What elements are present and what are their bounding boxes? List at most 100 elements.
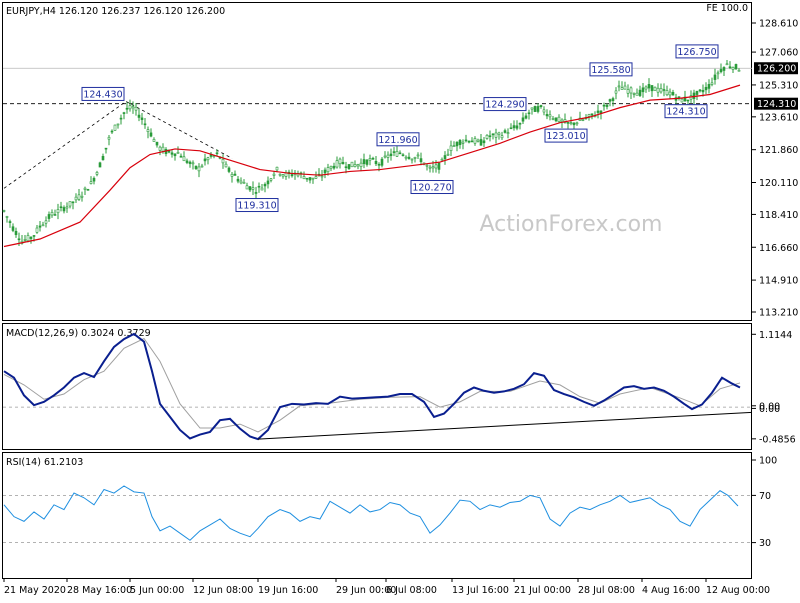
price-axis-label: 116.660: [759, 243, 798, 254]
candle-body: [527, 112, 531, 115]
candle-body: [551, 118, 555, 120]
candle-body: [722, 67, 726, 71]
candle-body: [314, 176, 318, 179]
macd-axis-label: -0.4856: [759, 434, 796, 445]
candle-body: [380, 158, 384, 166]
price-axis-label: 120.110: [759, 178, 798, 189]
candle-body: [539, 105, 543, 108]
candle-body: [479, 139, 483, 146]
rsi-axis-label: 30: [759, 538, 771, 549]
x-axis-label: 21 May 2020: [4, 585, 66, 596]
candle-body: [503, 130, 507, 133]
annotation-label: 126.750: [677, 47, 716, 58]
candle-body: [371, 157, 375, 160]
candle-body: [383, 155, 387, 158]
x-axis-label: 19 Jun 16:00: [258, 585, 318, 596]
candle-body: [476, 139, 480, 142]
candle-body: [26, 235, 30, 242]
price-axis-label: 113.210: [759, 308, 798, 319]
candle-body: [425, 164, 429, 167]
candle-body: [206, 157, 210, 161]
candle-body: [497, 132, 501, 135]
candle-body: [233, 173, 237, 176]
candle-body: [14, 231, 18, 235]
candle-body: [506, 132, 510, 134]
candle-body: [269, 178, 273, 181]
candle-body: [224, 163, 228, 168]
candle-body: [263, 183, 267, 187]
candle-body: [266, 180, 270, 185]
candle-body: [326, 167, 330, 173]
candle-body: [491, 133, 495, 136]
candle-body: [647, 84, 651, 89]
annotation-box: [544, 128, 588, 143]
annotation-label: 124.310: [666, 107, 705, 118]
candle-body: [644, 86, 648, 90]
support-level-tag: 124.310: [757, 99, 796, 110]
candle-body: [632, 93, 636, 95]
candle-body: [716, 72, 720, 75]
candle-body: [671, 92, 675, 96]
candle-body: [134, 106, 138, 111]
annotation-label: 123.010: [546, 131, 585, 142]
candle-body: [608, 99, 612, 102]
candle-body: [281, 174, 285, 177]
candle-body: [71, 201, 75, 204]
candle-body: [146, 129, 150, 132]
price-axis-label: 125.310: [759, 80, 798, 91]
candle-body: [482, 140, 486, 144]
support-level-tag-bg: [754, 97, 798, 110]
candle-body: [332, 165, 336, 169]
x-axis-label: 21 Jul 00:00: [514, 585, 571, 596]
annotation-box: [675, 44, 719, 59]
rsi-axis-label: 70: [759, 491, 771, 502]
candle-body: [362, 159, 366, 165]
candle-body: [251, 187, 255, 190]
candle-body: [521, 117, 525, 122]
candle-body: [236, 178, 240, 182]
candle-body: [659, 88, 663, 93]
candle-body: [245, 185, 249, 190]
annotation-label: 120.270: [412, 183, 451, 194]
candle-body: [386, 154, 390, 158]
candle-body: [611, 98, 615, 101]
candle-body: [56, 209, 60, 214]
candle-body: [731, 67, 735, 70]
annotation-box: [235, 198, 279, 213]
candle-body: [536, 106, 540, 112]
candle-body: [617, 85, 621, 88]
candle-body: [668, 91, 672, 96]
candle-body: [221, 158, 225, 164]
candle-body: [656, 87, 660, 93]
candle-body: [341, 162, 345, 165]
candle-body: [152, 139, 156, 142]
candle-body: [32, 235, 36, 237]
candle-body: [89, 181, 93, 184]
candle-body: [104, 147, 108, 150]
candle-body: [614, 90, 618, 94]
candle-body: [518, 122, 522, 125]
candle-body: [149, 132, 153, 137]
candle-body: [68, 201, 72, 207]
candle-body: [329, 165, 333, 169]
candle-body: [74, 196, 78, 201]
candle-body: [524, 115, 528, 119]
candle-body: [437, 162, 441, 170]
candle-body: [101, 156, 105, 161]
candle-body: [275, 166, 279, 171]
candle-body: [419, 158, 423, 163]
candle-body: [512, 125, 516, 129]
price-axis-label: 118.410: [759, 210, 798, 221]
candle-body: [80, 195, 84, 198]
candle-body: [5, 216, 9, 218]
candle-body: [452, 145, 456, 147]
candle-body: [284, 172, 288, 177]
x-axis-label: 28 Jul 08:00: [578, 585, 635, 596]
candle-body: [638, 89, 642, 96]
candle-body: [143, 123, 147, 126]
candle-body: [278, 173, 282, 176]
candle-body: [47, 214, 51, 219]
candle-body: [488, 135, 492, 138]
annotation-box: [376, 132, 420, 147]
